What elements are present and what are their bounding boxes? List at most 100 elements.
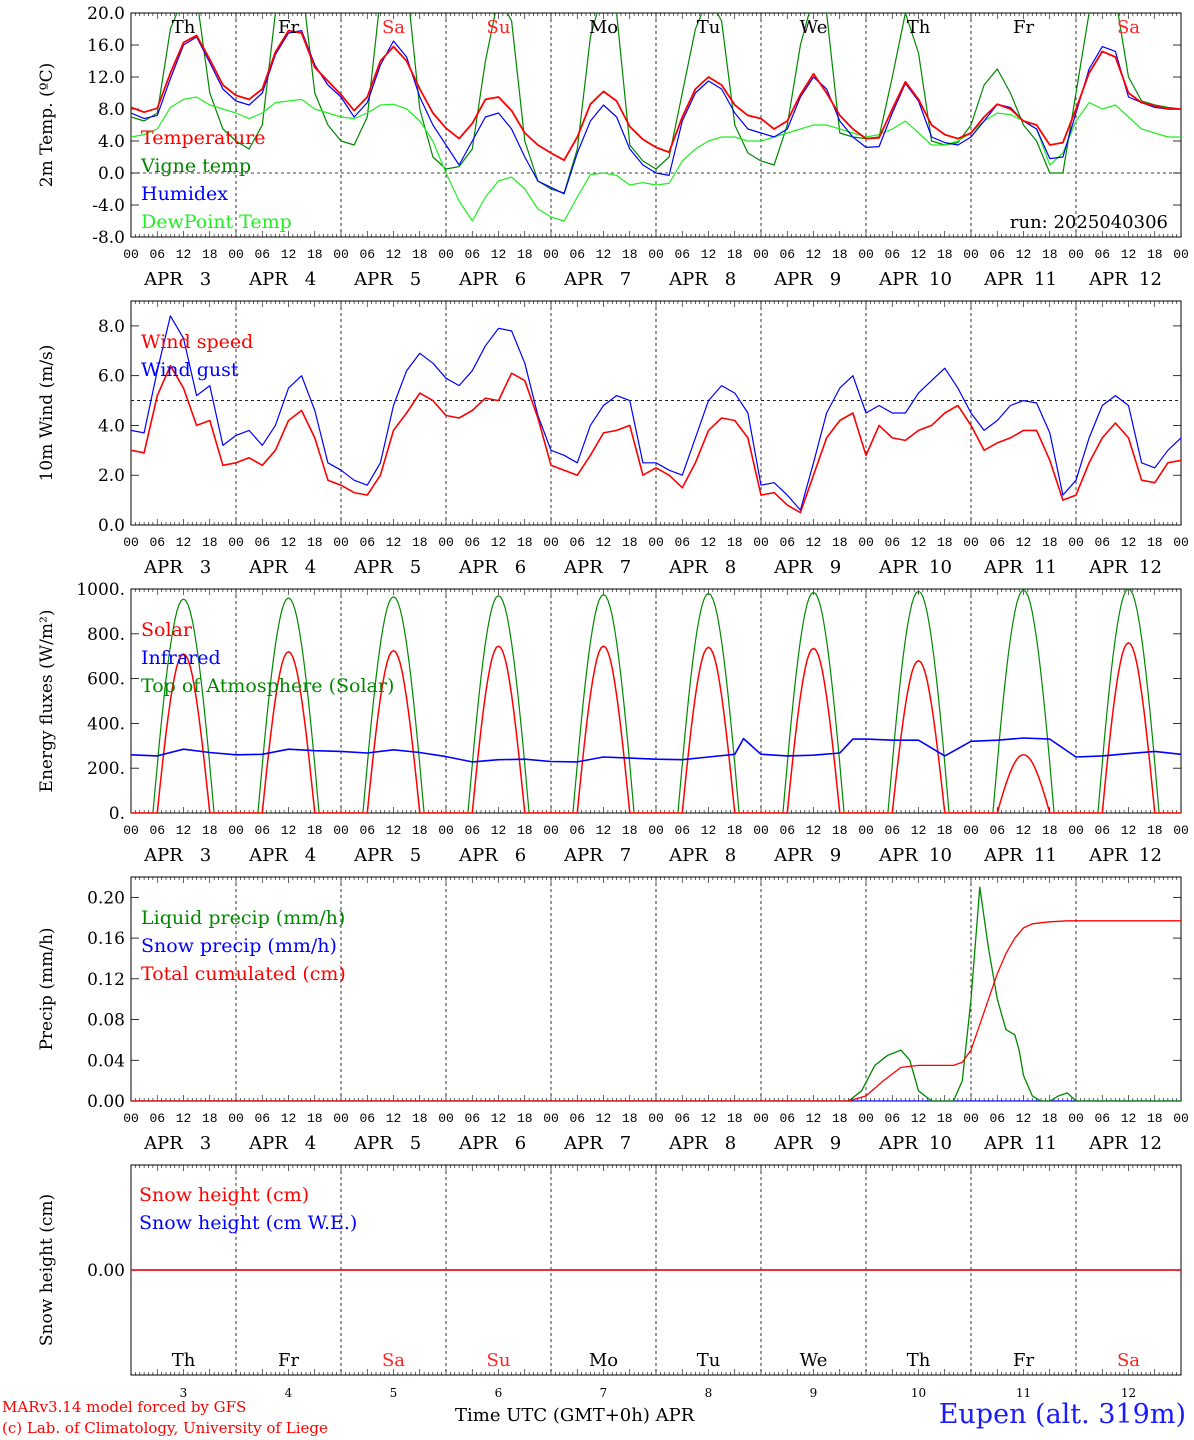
month-label: APR (563, 1133, 603, 1154)
y-tick-label: 0.0 (98, 516, 125, 536)
weekday-label: Tu (697, 17, 721, 38)
hour-label: 06 (359, 1111, 375, 1126)
hour-label: 12 (911, 535, 927, 550)
day-number-label: 11 (1016, 1386, 1031, 1400)
day-number-label: 11 (1034, 557, 1057, 578)
month-label: APR (1088, 1133, 1128, 1154)
y-tick-label: -8.0 (92, 228, 125, 248)
hour-label: 00 (123, 535, 139, 550)
hour-label: 06 (989, 1111, 1005, 1126)
month-label: APR (668, 557, 708, 578)
y-tick-label: 20.0 (87, 4, 125, 24)
hour-label: 06 (674, 1111, 690, 1126)
month-label: APR (353, 269, 393, 290)
month-label: APR (143, 1133, 183, 1154)
hour-label: 00 (648, 823, 664, 838)
hour-label: 00 (123, 247, 139, 262)
series-green (131, 13, 1181, 194)
day-number-label: 10 (911, 1386, 926, 1400)
hour-label: 18 (1042, 247, 1058, 262)
weekday-label: Fr (278, 1350, 299, 1371)
hour-label: 18 (1042, 1111, 1058, 1126)
legend-humidex: Humidex (141, 183, 228, 205)
day-number-label: 4 (305, 269, 316, 290)
hour-label: 06 (569, 535, 585, 550)
hour-label: 12 (911, 247, 927, 262)
legend-wind-gust: Wind gust (141, 359, 239, 381)
hour-label: 18 (412, 1111, 428, 1126)
day-number-label: 5 (410, 557, 421, 578)
hour-label: 00 (543, 535, 559, 550)
legend-top-of-atmosphere-solar-: Top of Atmosphere (Solar) (141, 675, 394, 697)
month-label: APR (878, 845, 918, 866)
month-label: APR (668, 269, 708, 290)
day-number-label: 9 (830, 269, 841, 290)
hour-label: 12 (701, 1111, 717, 1126)
hour-label: 12 (596, 1111, 612, 1126)
legend-snow-height-cm-w-e-: Snow height (cm W.E.) (139, 1212, 357, 1234)
series-red (131, 920, 1181, 1101)
hour-label: 00 (753, 1111, 769, 1126)
hour-label: 00 (543, 823, 559, 838)
y-tick-label: 8.0 (98, 100, 125, 120)
y-tick-label: 6.0 (98, 367, 125, 387)
day-number-label: 8 (705, 1386, 713, 1400)
month-label: APR (143, 845, 183, 866)
month-label: APR (458, 557, 498, 578)
weekday-label: Sa (382, 1350, 405, 1371)
hour-label: 18 (517, 823, 533, 838)
y-tick-label: -4.0 (92, 196, 125, 216)
day-number-label: 5 (390, 1386, 398, 1400)
hour-label: 12 (281, 823, 297, 838)
hour-label: 00 (858, 247, 874, 262)
weekday-label: Th (172, 17, 196, 38)
hour-label: 06 (149, 247, 165, 262)
month-label: APR (773, 845, 813, 866)
day-number-label: 3 (180, 1386, 188, 1400)
hour-label: 06 (359, 535, 375, 550)
hour-label: 00 (543, 247, 559, 262)
day-number-label: 5 (410, 1133, 421, 1154)
y-tick-label: 200. (87, 759, 125, 779)
hour-label: 00 (858, 535, 874, 550)
hour-label: 06 (359, 823, 375, 838)
hour-label: 18 (832, 535, 848, 550)
hour-label: 00 (963, 823, 979, 838)
hour-label: 06 (149, 823, 165, 838)
month-label: APR (983, 845, 1023, 866)
y-axis-label: Energy fluxes (W/m²) (37, 610, 57, 793)
hour-label: 06 (674, 247, 690, 262)
weekday-label: Th (172, 1350, 196, 1371)
legend-liquid-precip-mm-h-: Liquid precip (mm/h) (141, 907, 345, 929)
day-number-label: 8 (725, 557, 736, 578)
hour-label: 12 (701, 535, 717, 550)
day-number-label: 3 (200, 557, 211, 578)
weekday-label: We (800, 17, 828, 38)
hour-label: 12 (281, 535, 297, 550)
month-label: APR (248, 269, 288, 290)
day-number-label: 9 (810, 1386, 818, 1400)
day-number-label: 5 (410, 845, 421, 866)
hour-label: 12 (176, 535, 192, 550)
hour-label: 00 (753, 535, 769, 550)
day-number-label: 3 (200, 269, 211, 290)
y-tick-label: 600. (87, 670, 125, 690)
month-label: APR (353, 845, 393, 866)
hour-label: 18 (1042, 535, 1058, 550)
hour-label: 12 (491, 1111, 507, 1126)
day-number-label: 10 (929, 845, 952, 866)
legend-solar: Solar (141, 619, 193, 641)
hour-label: 18 (1147, 247, 1163, 262)
y-tick-label: 0.20 (87, 888, 125, 908)
hour-label: 18 (202, 1111, 218, 1126)
hour-label: 00 (1173, 247, 1189, 262)
month-label: APR (878, 269, 918, 290)
hour-label: 06 (1094, 823, 1110, 838)
hour-label: 00 (648, 1111, 664, 1126)
series-lime (131, 96, 1181, 222)
series-red (131, 29, 1181, 162)
day-number-label: 6 (515, 557, 526, 578)
month-label: APR (143, 269, 183, 290)
hour-label: 18 (832, 1111, 848, 1126)
month-label: APR (458, 845, 498, 866)
